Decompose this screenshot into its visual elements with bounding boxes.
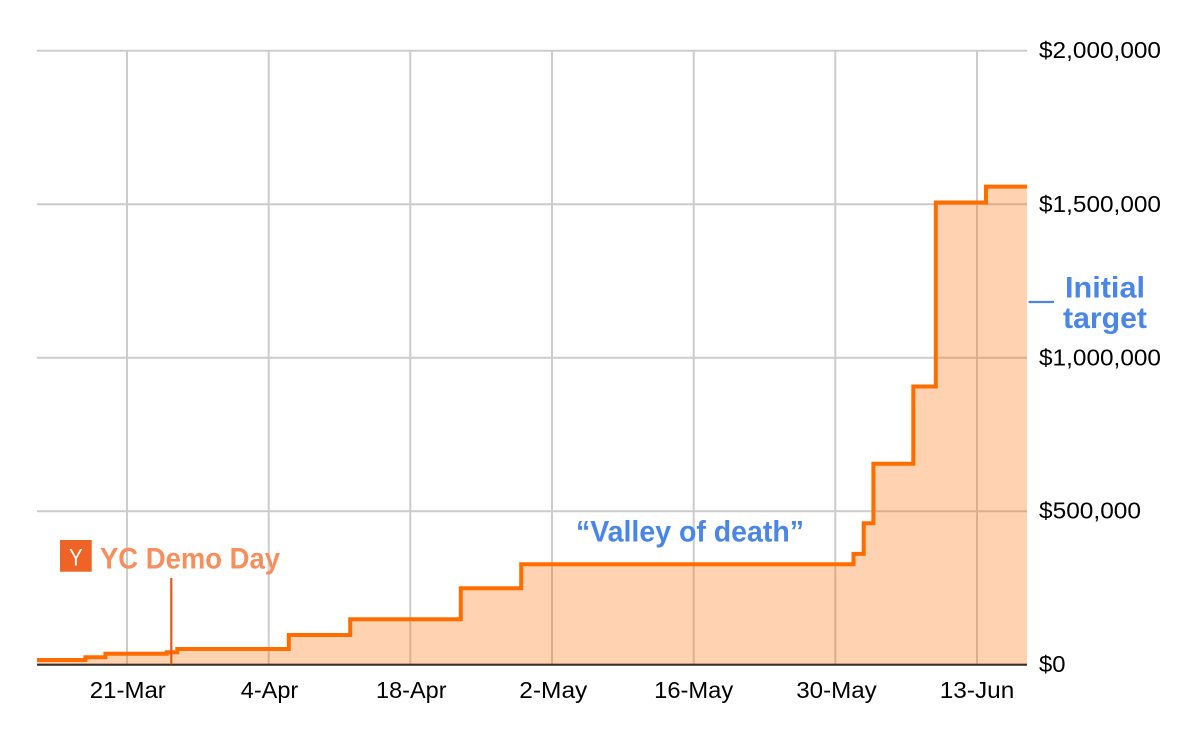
svg-text:16-May: 16-May bbox=[654, 677, 734, 703]
svg-text:target: target bbox=[1063, 302, 1147, 335]
svg-text:$500,000: $500,000 bbox=[1039, 498, 1141, 524]
svg-text:$2,000,000: $2,000,000 bbox=[1039, 37, 1161, 63]
svg-text:“Valley of death”: “Valley of death” bbox=[576, 516, 804, 549]
svg-text:$1,500,000: $1,500,000 bbox=[1039, 191, 1161, 217]
svg-text:30-May: 30-May bbox=[796, 677, 877, 703]
svg-text:18-Apr: 18-Apr bbox=[376, 677, 447, 703]
svg-text:21-Mar: 21-Mar bbox=[90, 677, 166, 703]
svg-text:Initial: Initial bbox=[1065, 272, 1145, 305]
svg-text:4-Apr: 4-Apr bbox=[241, 677, 299, 703]
svg-text:13-Jun: 13-Jun bbox=[940, 677, 1015, 703]
svg-text:YC Demo Day: YC Demo Day bbox=[100, 543, 280, 576]
svg-text:$1,000,000: $1,000,000 bbox=[1039, 344, 1161, 370]
svg-text:2-May: 2-May bbox=[519, 677, 588, 703]
svg-text:$0: $0 bbox=[1039, 651, 1066, 677]
svg-text:Y: Y bbox=[69, 544, 83, 571]
